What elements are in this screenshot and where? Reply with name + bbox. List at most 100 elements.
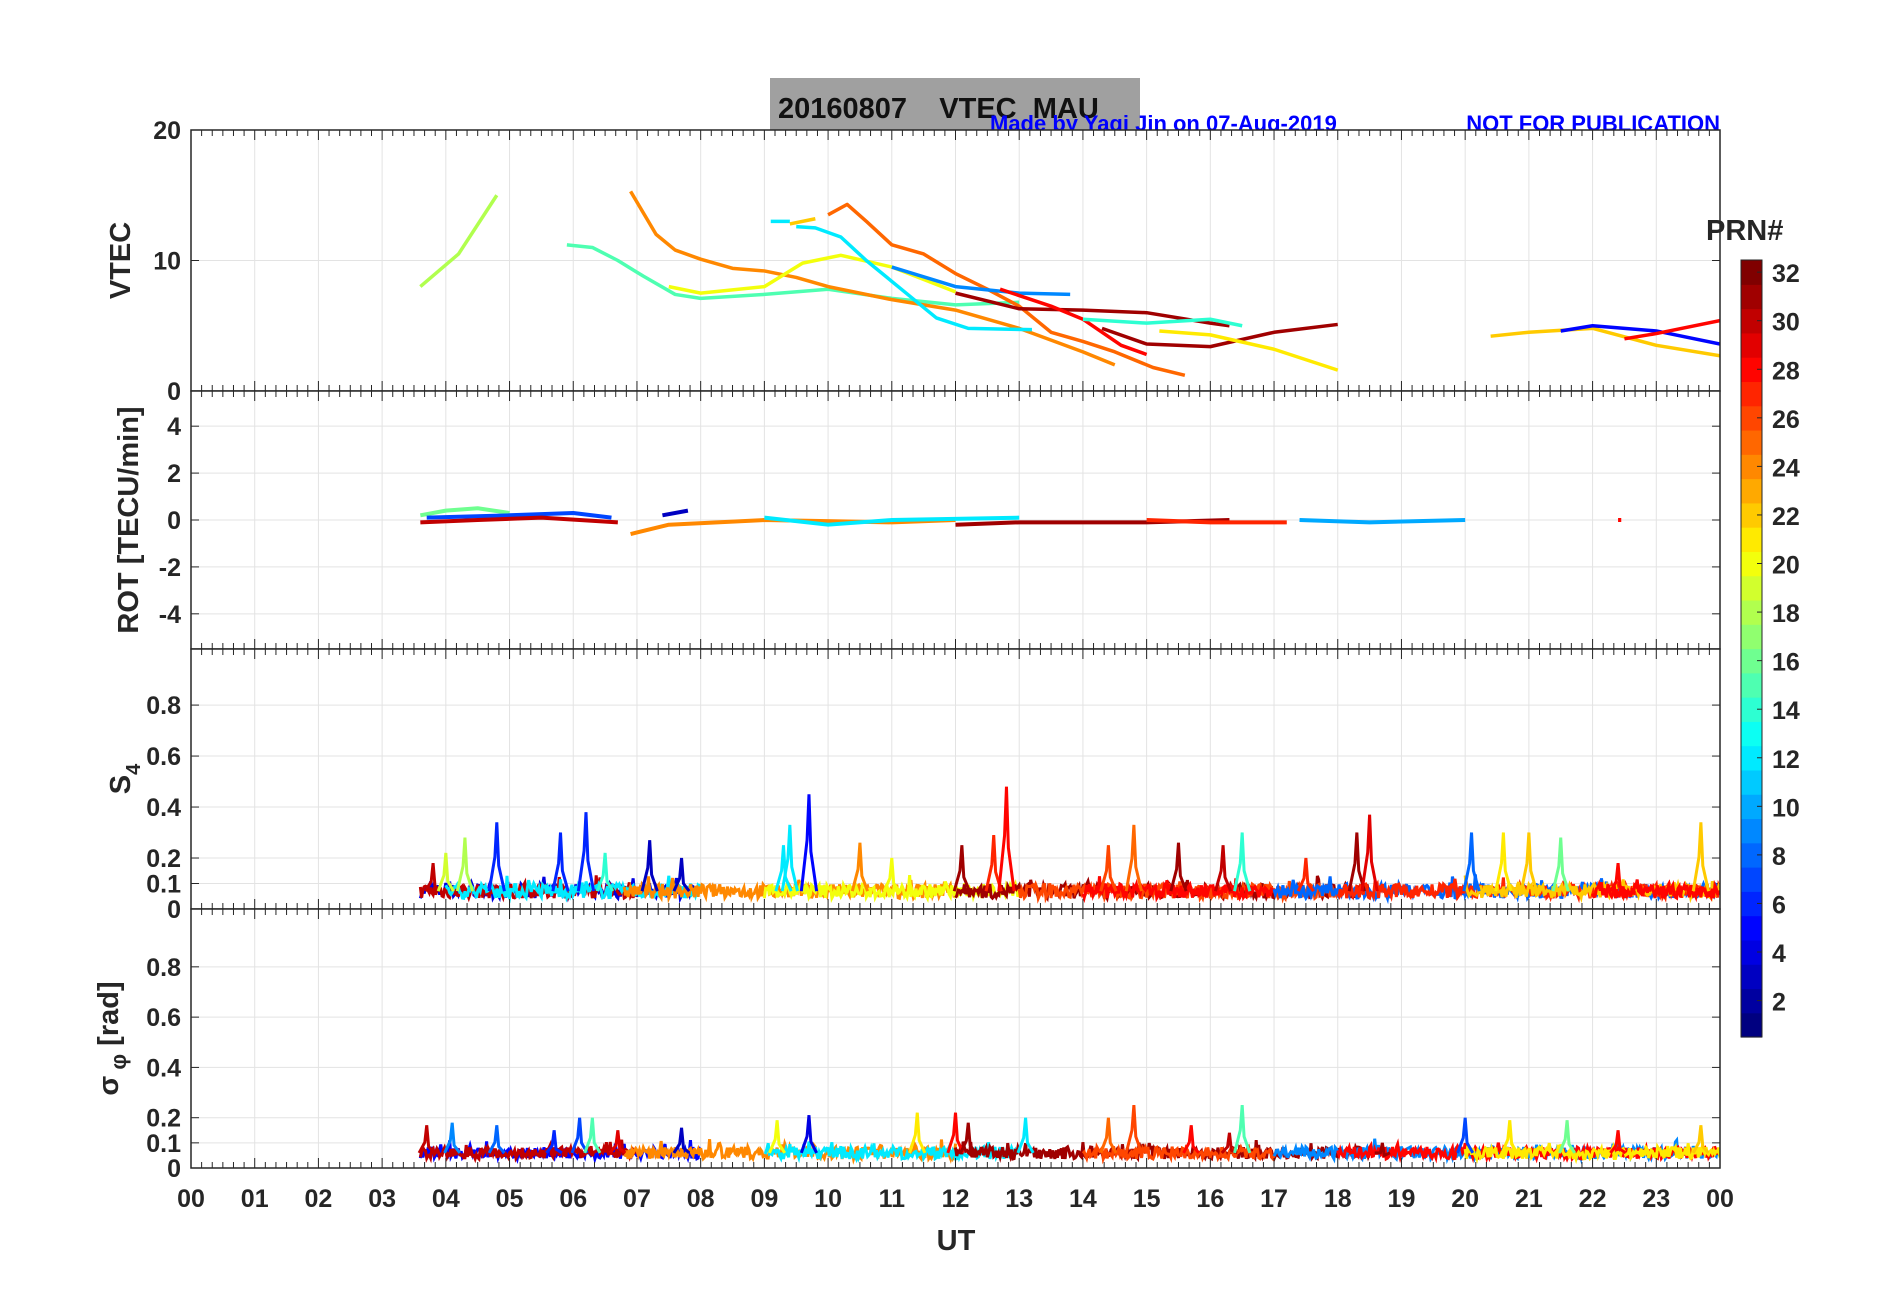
series-group [419, 506, 1622, 537]
x-tick-label: 23 [1642, 1185, 1670, 1213]
y-tick-label: 0 [167, 1155, 181, 1183]
x-tick-label: 20 [1451, 1185, 1479, 1213]
spike-prn-28 [997, 786, 1016, 892]
series-prn-28 [1081, 876, 1276, 904]
y-tick-label: 10 [153, 248, 181, 276]
spike-prn-7 [570, 1117, 589, 1154]
y-tick-label: 0.4 [146, 794, 181, 822]
series-prn-7 [426, 510, 612, 520]
y-tick-label: 0 [167, 378, 181, 406]
x-tick-label: 15 [1133, 1185, 1161, 1213]
y-tick-label: 2 [167, 460, 181, 488]
x-tick-label: 12 [942, 1185, 970, 1213]
label-s: S [105, 775, 137, 794]
series-prn-5 [1560, 324, 1720, 346]
spike-prn-7 [1456, 1117, 1475, 1154]
label-sigma: σ [93, 1076, 125, 1096]
series-prn-30 [420, 515, 618, 525]
spike-prn-29 [609, 1130, 627, 1155]
colorbar-tick-label: 10 [1772, 794, 1800, 822]
spike-prn-31 [959, 1122, 978, 1154]
series-prn-22 [1490, 326, 1720, 358]
colorbar-swatch [1741, 575, 1762, 601]
spike-prn-31 [1169, 842, 1188, 892]
series-prn-18 [419, 194, 499, 288]
y-tick-label: 0 [167, 896, 181, 924]
x-axis-label: UT [937, 1225, 976, 1257]
spike-prn-6 [545, 1130, 563, 1155]
spike-prn-12 [780, 824, 799, 892]
spike-prn-30 [417, 1125, 436, 1154]
spike-prn-27 [984, 834, 1003, 892]
series-prn-31 [1101, 322, 1338, 349]
colorbar-swatch [1741, 357, 1762, 383]
colorbar-swatch [1741, 624, 1762, 650]
y-tick-label: 0.2 [146, 1105, 181, 1133]
spike-prn-8 [1462, 832, 1481, 892]
axes-frame [190, 908, 1721, 1169]
spike-prn-16 [1551, 837, 1570, 892]
spike-prn-26 [1124, 1105, 1143, 1154]
spike-prn-18 [455, 837, 475, 892]
x-tick-label: 00 [1706, 1185, 1734, 1213]
y-tick-label: 0.1 [146, 1130, 181, 1158]
series-prn-12 [764, 515, 1020, 527]
spike-prn-26 [1099, 845, 1118, 892]
series-prn-16 [419, 506, 510, 518]
series-group [417, 1105, 1720, 1165]
colorbar-swatch [1741, 697, 1762, 722]
colorbar-tick-label: 16 [1772, 649, 1800, 677]
colorbar-swatch [1741, 1012, 1762, 1038]
colorbar-swatch [1741, 988, 1762, 1014]
x-tick-label: 11 [879, 1185, 906, 1213]
spike-prn-3 [672, 857, 691, 893]
y-tick-label: 0.2 [146, 845, 181, 873]
colorbar-tick-label: 6 [1772, 891, 1786, 919]
colorbar-swatch [1741, 721, 1762, 747]
colorbar-swatch [1741, 891, 1762, 917]
x-tick-label: 18 [1324, 1185, 1352, 1213]
series-prn-28 [1624, 318, 1720, 341]
spike-prn-6 [576, 812, 596, 892]
series-prn-21 [1463, 1141, 1720, 1165]
colorbar-swatch [1741, 939, 1762, 965]
spike-prn-22 [1519, 832, 1538, 892]
colorbar-swatch [1741, 478, 1762, 504]
label-sub: 4 [123, 763, 145, 775]
colorbar-swatch [1741, 429, 1762, 455]
y-tick-label: 0.8 [146, 954, 181, 982]
x-tick-label: 03 [368, 1185, 396, 1213]
x-tick-label: 08 [687, 1185, 715, 1213]
spike-prn-28 [946, 1112, 965, 1154]
colorbar-label: PRN# [1706, 215, 1783, 247]
title-box [770, 78, 1140, 130]
colorbar-swatch [1741, 842, 1762, 868]
x-tick-label: 10 [814, 1185, 842, 1213]
spike-prn-28 [1609, 862, 1627, 893]
colorbar-swatch [1741, 964, 1762, 990]
spike-prn-3 [672, 1127, 691, 1155]
series-prn-22 [1463, 875, 1720, 904]
spike-prn-12 [1016, 1117, 1035, 1154]
label-phi: φ [106, 1054, 131, 1076]
y-tick-label: 4 [167, 413, 181, 441]
spike-prn-3 [640, 840, 659, 892]
series-prn-22 [789, 217, 816, 226]
spike-prn-12 [774, 845, 793, 892]
x-tick-label: 22 [1579, 1185, 1607, 1213]
colorbar-frame [1740, 259, 1763, 1038]
spike-prn-6 [551, 832, 570, 892]
y-tick-label: 0 [167, 507, 181, 535]
colorbar-swatch [1741, 672, 1762, 698]
spike-prn-20 [882, 857, 901, 893]
series-group [418, 786, 1720, 905]
spike-prn-6 [487, 822, 506, 892]
spike-prn-19 [436, 852, 455, 892]
colorbar-tick-label: 2 [1772, 989, 1786, 1017]
x-tick-label: 16 [1196, 1185, 1224, 1213]
colorbar-tick-label: 18 [1772, 600, 1800, 628]
x-tick-label: 01 [241, 1185, 269, 1213]
x-tick-label: 09 [750, 1185, 778, 1213]
spike-prn-31 [1347, 832, 1366, 892]
colorbar-swatch [1741, 818, 1762, 844]
